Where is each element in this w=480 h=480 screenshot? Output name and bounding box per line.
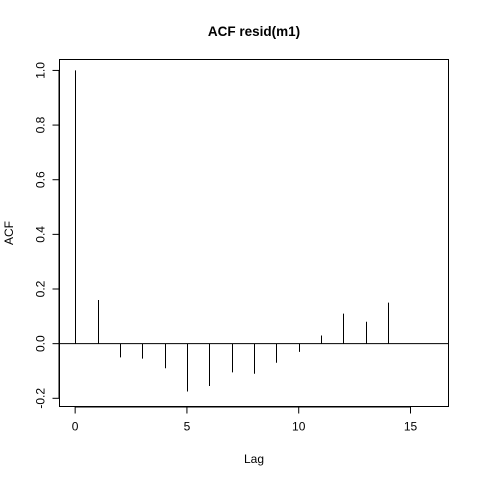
y-axis-label: ACF — [2, 221, 16, 245]
x-tick-label: 5 — [184, 420, 191, 434]
y-tick-label: -0.2 — [34, 388, 48, 409]
x-tick-label: 15 — [404, 420, 418, 434]
acf-bars — [75, 70, 389, 392]
x-tick-label: 0 — [72, 420, 79, 434]
y-axis: -0.2 0.0 0.2 0.4 0.6 0.8 1.0 — [34, 62, 60, 409]
y-tick-label: 0.6 — [34, 171, 48, 188]
x-tick-label: 10 — [292, 420, 306, 434]
y-tick-label: 0.4 — [34, 226, 48, 243]
chart-title: ACF resid(m1) — [208, 24, 300, 39]
y-tick-label: 0.2 — [34, 280, 48, 297]
y-tick-label: 0.8 — [34, 116, 48, 133]
y-tick-label: 1.0 — [34, 62, 48, 79]
y-tick-label: 0.0 — [34, 335, 48, 352]
x-axis: 0 5 10 15 — [72, 406, 418, 434]
x-axis-label: Lag — [244, 452, 264, 466]
